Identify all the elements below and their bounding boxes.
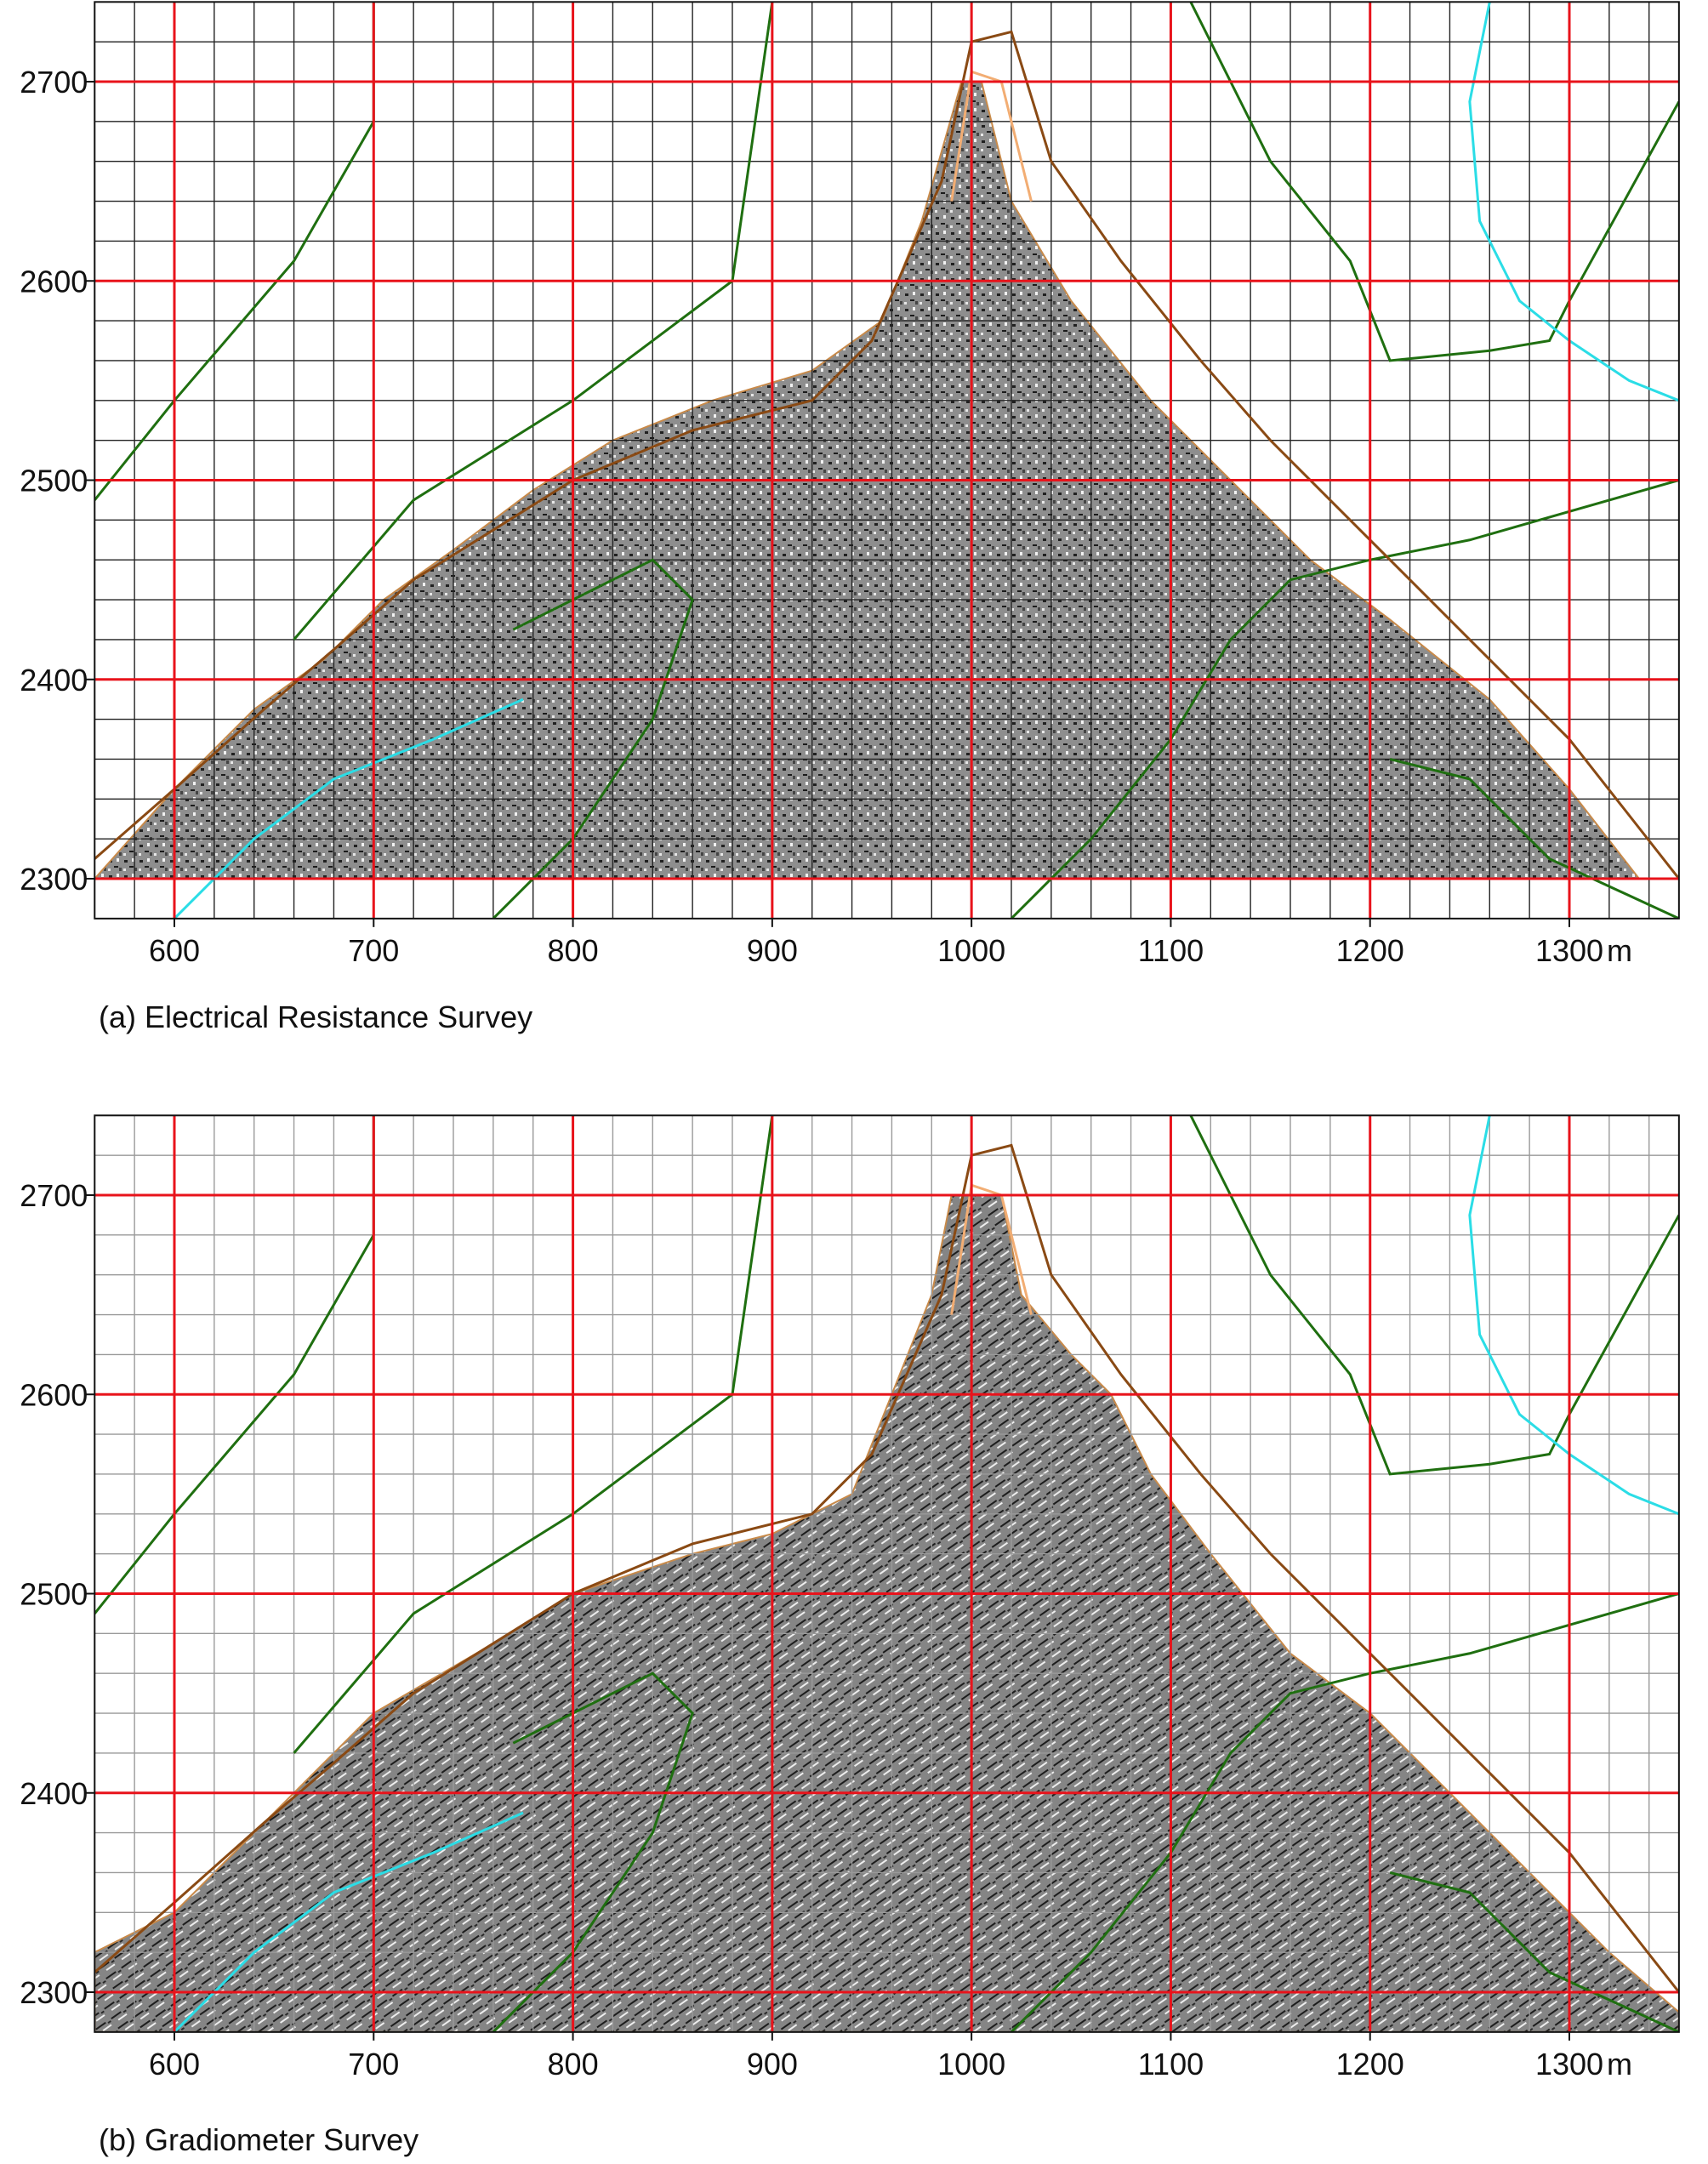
- x-tick-label: 700: [348, 933, 399, 968]
- contour-line: [1389, 1871, 1679, 2032]
- contour-line: [173, 1811, 524, 2032]
- gradiometer-survey-panel: 600 700 800 900 1000 1100 1200 1300 m 2300 2400 250…: [20, 1114, 1680, 2081]
- x-tick-label: 800: [548, 2047, 599, 2081]
- contour-line: [94, 1143, 1679, 1993]
- y-tick-label: 2400: [20, 663, 88, 698]
- x-tick-label: 800: [548, 933, 599, 968]
- x-tick-label: 900: [747, 2047, 798, 2081]
- resistance-survey-panel: 600 700 800 900 1000 1100 1200 1300 m 2300 2400 250…: [20, 1, 1680, 968]
- x-tick-label: 1000: [937, 933, 1005, 968]
- x-tick-label: 1200: [1336, 2047, 1404, 2081]
- contour-line: [492, 1671, 694, 2032]
- y-tick-label: 2500: [20, 1577, 88, 1612]
- x-tick-label: 600: [149, 2047, 200, 2081]
- y-tick-label: 2500: [20, 464, 88, 498]
- plot-frame: [94, 1114, 1680, 2033]
- contour-line: [1010, 1592, 1679, 2032]
- x-tick-label: 1300: [1535, 2047, 1603, 2081]
- contour-line: [94, 30, 1679, 880]
- contour-line: [173, 698, 524, 919]
- panel-caption-resistance: (a) Electrical Resistance Survey: [99, 999, 533, 1034]
- x-tick-label: 600: [149, 933, 200, 968]
- x-unit-label: m: [1607, 933, 1632, 968]
- x-tick-label: 1100: [1138, 2047, 1204, 2081]
- panel-caption-gradiometer: (b) Gradiometer Survey: [99, 2122, 419, 2157]
- plot-frame: [94, 1, 1680, 920]
- contour-line: [1010, 479, 1679, 919]
- contour-line: [1189, 2, 1679, 362]
- x-tick-label: 1200: [1336, 933, 1404, 968]
- contour-line: [950, 70, 1033, 202]
- x-tick-label: 1300: [1535, 933, 1603, 968]
- survey-data-area: [94, 1194, 1679, 2032]
- contour-line: [1189, 1115, 1679, 1476]
- contour-line: [1468, 2, 1679, 402]
- y-tick-label: 2700: [20, 1178, 88, 1213]
- x-tick-label: 900: [747, 933, 798, 968]
- x-unit-label: m: [1607, 2047, 1632, 2081]
- y-tick-label: 2300: [20, 862, 88, 897]
- contour-line: [1389, 757, 1679, 919]
- contour-line: [950, 1183, 1033, 1315]
- y-tick-label: 2400: [20, 1776, 88, 1811]
- plot-area: [94, 1115, 1679, 2032]
- x-tick-label: 1100: [1138, 933, 1204, 968]
- x-tick-label: 700: [348, 2047, 399, 2081]
- y-tick-label: 2700: [20, 65, 88, 100]
- y-tick-label: 2600: [20, 1377, 88, 1412]
- y-tick-label: 2600: [20, 264, 88, 299]
- contour-line: [1468, 1115, 1679, 1516]
- y-tick-label: 2300: [20, 1975, 88, 2010]
- x-tick-label: 1000: [937, 2047, 1005, 2081]
- contour-line: [492, 558, 694, 919]
- plot-area: [94, 2, 1679, 919]
